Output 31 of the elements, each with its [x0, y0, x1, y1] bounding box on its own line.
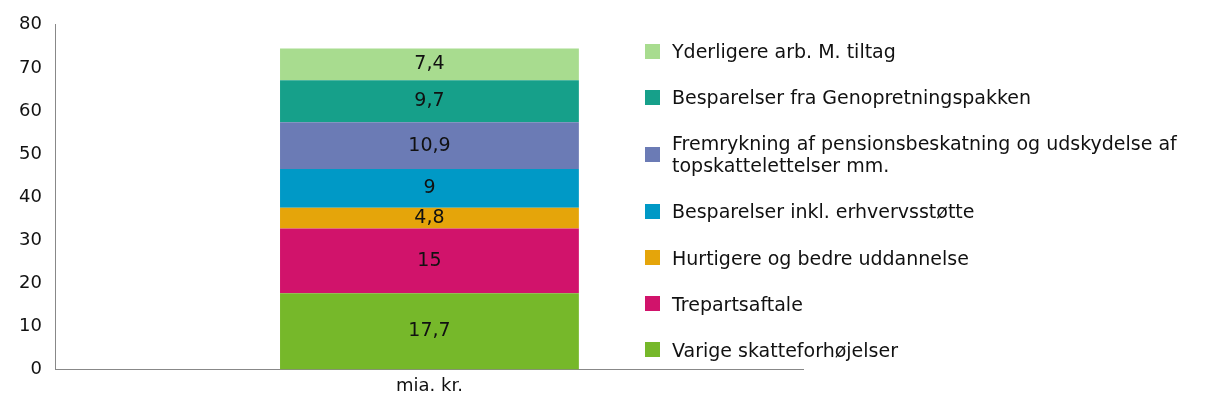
y-tick-label: 70	[19, 55, 42, 77]
legend-label: Yderligere arb. M. tiltag	[672, 40, 896, 63]
bar	[280, 207, 579, 229]
bar	[280, 293, 579, 370]
y-tick-label: 0	[30, 357, 42, 379]
data-label: 9	[423, 175, 436, 198]
y-tick-label: 60	[19, 98, 42, 120]
data-label: 17,7	[408, 318, 451, 341]
data-label: 4,8	[414, 205, 445, 228]
data-label: 10,9	[408, 132, 451, 155]
data-label: 7,4	[414, 51, 445, 74]
y-tick-label: 10	[19, 314, 42, 335]
y-tick-label: 40	[19, 184, 42, 206]
data-label: 15	[417, 247, 442, 270]
x-tick-label: mia. kr.	[396, 373, 463, 395]
data-label: 9,7	[414, 88, 445, 111]
y-tick-label: 50	[19, 141, 42, 163]
legend-label: Fremrykning af pensionsbeskatning og udskydelse af topskattelettelser mm.	[672, 132, 1178, 177]
bar	[280, 48, 579, 81]
bar	[280, 228, 579, 294]
legend-label: Trepartsaftale	[672, 292, 803, 315]
legend-label: Hurtigere og bedre uddannelse	[672, 246, 969, 269]
legend-label: Besparelser inkl. erhvervsstøtte	[672, 200, 975, 223]
y-tick-label: 80	[19, 12, 42, 34]
bar	[280, 169, 579, 208]
y-tick-label: 30	[19, 227, 42, 249]
legend-label: Varige skatteforhøjelser	[672, 338, 898, 361]
y-tick-label: 20	[19, 270, 42, 292]
bar	[280, 122, 579, 170]
bar	[280, 80, 579, 123]
legend-label: Besparelser fra Genopretningspakken	[672, 86, 1032, 109]
